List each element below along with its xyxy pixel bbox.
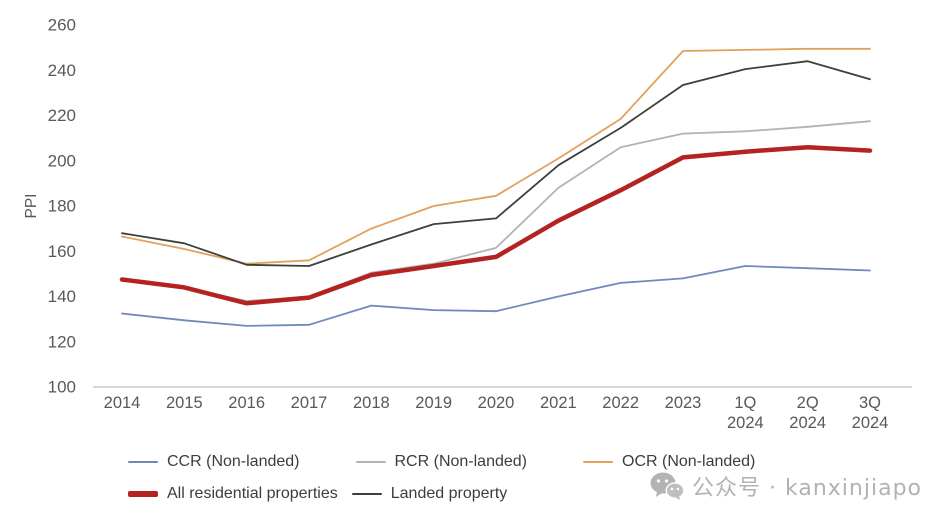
- y-tick-label-240: 240: [48, 61, 76, 80]
- x-tick-label-2021: 2021: [540, 394, 577, 412]
- watermark-text: 公众号 · kanxinjiapo: [692, 476, 922, 501]
- series-line-ocr-non-landed: [121, 47, 871, 265]
- y-tick-label-160: 160: [48, 242, 76, 261]
- series-line-landed-property: [121, 60, 871, 267]
- legend-item-all-residential-properties: All residential properties: [128, 485, 338, 503]
- legend-label: CCR (Non-landed): [167, 453, 300, 470]
- x-tick-label-2020: 2020: [478, 394, 515, 412]
- legend-swatch: [355, 460, 386, 464]
- x-tick-label-2016: 2016: [228, 394, 265, 412]
- y-tick-label-260: 260: [48, 16, 76, 35]
- watermark: 公众号 · kanxinjiapo: [650, 470, 922, 502]
- legend-label: All residential properties: [167, 485, 338, 502]
- y-tick-label-100: 100: [48, 378, 76, 397]
- legend-swatch: [583, 460, 613, 464]
- y-tick-label-180: 180: [48, 197, 76, 216]
- legend-item-ocr-non-landed: OCR (Non-landed): [583, 453, 755, 471]
- y-tick-label-200: 200: [48, 151, 76, 170]
- x-tick-label-2023: 2023: [665, 394, 702, 412]
- y-tick-label-140: 140: [48, 287, 76, 306]
- x-tick-label-2017: 2017: [291, 394, 328, 412]
- legend-swatch: [351, 492, 382, 496]
- series-line-ccr-non-landed: [121, 265, 871, 327]
- x-tick-label-2015: 2015: [166, 394, 203, 412]
- x-tick-label-3q-2024: 3Q 2024: [852, 394, 889, 432]
- legend-label: RCR (Non-landed): [394, 453, 528, 470]
- wechat-icon: [650, 472, 685, 500]
- x-tick-label-1q-2024: 1Q 2024: [727, 394, 764, 432]
- legend-label: Landed property: [390, 485, 508, 502]
- legend-row-2: All residential properties Landed propert…: [128, 482, 928, 506]
- x-tick-label-2018: 2018: [353, 394, 390, 412]
- x-tick-label-2014: 2014: [104, 394, 141, 412]
- chart-legend: CCR (Non-landed) RCR (Non-landed) OCR (Non…: [128, 450, 928, 514]
- x-tick-label-2q-2024: 2Q 2024: [789, 394, 826, 432]
- y-tick-label-120: 120: [48, 332, 76, 351]
- legend-row-1: CCR (Non-landed) RCR (Non-landed) OCR (Non…: [128, 450, 928, 474]
- series-line-all-residential-properties: [119, 144, 873, 306]
- y-tick-label-220: 220: [48, 106, 76, 125]
- legend-swatch: [128, 491, 158, 497]
- legend-item-rcr-non-landed: RCR (Non-landed): [355, 453, 528, 471]
- legend-item-landed-property: Landed property: [351, 485, 508, 503]
- series-line-rcr-non-landed: [121, 120, 871, 302]
- legend-label: OCR (Non-landed): [622, 453, 756, 470]
- y-axis-title: PPI: [23, 194, 40, 219]
- x-tick-label-2022: 2022: [602, 394, 639, 412]
- legend-item-ccr-non-landed: CCR (Non-landed): [128, 453, 300, 471]
- x-tick-label-2019: 2019: [415, 394, 452, 412]
- legend-swatch: [128, 460, 158, 464]
